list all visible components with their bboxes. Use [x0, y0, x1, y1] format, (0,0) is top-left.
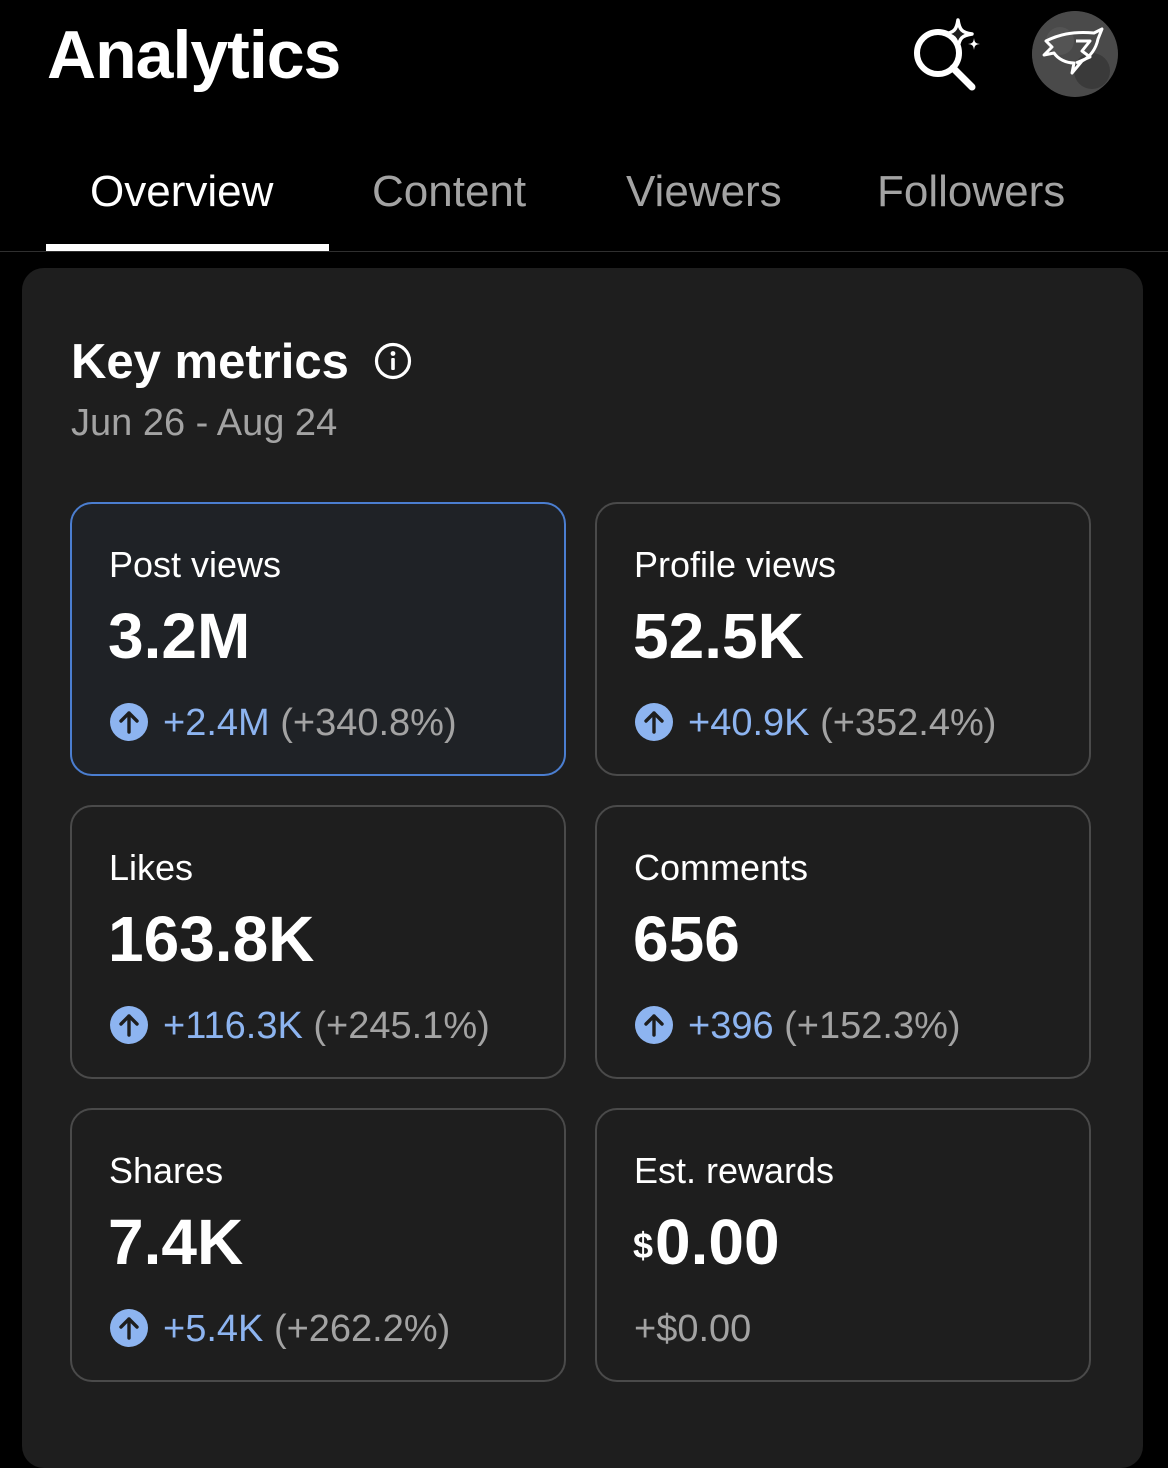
metric-comments[interactable]: Comments 656 +396 (+152.3%): [595, 805, 1091, 1079]
arrow-up-circle-icon: [110, 1005, 148, 1044]
metric-change-value: +40.9K: [688, 702, 810, 744]
metric-change-value: +2.4M: [163, 702, 270, 744]
metric-change-value: +$0.00: [634, 1308, 752, 1350]
metric-post-views[interactable]: Post views 3.2M +2.4M (+340.8%): [70, 502, 566, 776]
metric-value: 656: [633, 903, 740, 975]
arrow-up-circle-icon: [110, 1308, 148, 1347]
metric-profile-views[interactable]: Profile views 52.5K +40.9K (+352.4%): [595, 502, 1091, 776]
metric-label: Likes: [109, 847, 194, 888]
page-title: Analytics: [47, 17, 341, 93]
metric-change: +116.3K (+245.1%): [109, 1001, 490, 1051]
metric-change: +5.4K (+262.2%): [109, 1304, 450, 1354]
metric-label: Est. rewards: [634, 1150, 835, 1191]
ai-search-sparkle-icon: [914, 18, 980, 91]
metric-value: $0.00: [633, 1204, 780, 1284]
metric-change: +396 (+152.3%): [634, 1001, 961, 1051]
analytics-tabs: Overview Content Viewers Followers: [0, 140, 1168, 252]
metric-change-value: +396: [688, 1005, 774, 1047]
info-icon: [374, 342, 412, 380]
metric-change-percent: (+152.3%): [784, 1005, 961, 1047]
avatar-logo-image: [1032, 11, 1118, 97]
key-metrics-title: Key metrics: [71, 335, 349, 389]
metric-label: Shares: [109, 1150, 224, 1191]
currency-symbol: $: [633, 1225, 654, 1266]
info-button[interactable]: [373, 341, 413, 381]
metric-change-percent: (+352.4%): [820, 702, 997, 744]
metric-label: Post views: [109, 544, 282, 585]
metric-change-value: +5.4K: [163, 1308, 264, 1350]
metric-label: Profile views: [634, 544, 837, 585]
key-metrics-card: Key metrics Jun 26 - Aug 24 Post views 3…: [22, 268, 1143, 1468]
arrow-up-circle-icon: [635, 702, 673, 741]
tab-overview[interactable]: Overview: [90, 167, 274, 216]
metric-change-percent: (+245.1%): [313, 1005, 490, 1047]
metric-change: +40.9K (+352.4%): [634, 698, 996, 748]
date-range: Jun 26 - Aug 24: [71, 402, 338, 444]
active-tab-indicator: [46, 244, 329, 251]
metric-change: +2.4M (+340.8%): [109, 698, 457, 748]
metric-est-rewards[interactable]: Est. rewards $0.00 +$0.00: [595, 1108, 1091, 1382]
metric-value: 7.4K: [108, 1206, 244, 1278]
tab-followers[interactable]: Followers: [877, 167, 1066, 216]
arrow-up-circle-icon: [110, 702, 148, 741]
metric-change-percent: (+262.2%): [273, 1308, 451, 1350]
tab-content[interactable]: Content: [372, 167, 527, 216]
arrow-up-circle-icon: [635, 1005, 673, 1044]
metric-shares[interactable]: Shares 7.4K +5.4K (+262.2%): [70, 1108, 566, 1382]
metric-value-number: 0.00: [655, 1206, 780, 1278]
tab-viewers[interactable]: Viewers: [626, 167, 782, 216]
ai-search-button[interactable]: [908, 16, 984, 92]
profile-avatar[interactable]: [1032, 11, 1118, 97]
metric-value: 163.8K: [108, 903, 315, 975]
metric-change-value: +116.3K: [163, 1005, 303, 1047]
metric-change: +$0.00: [634, 1304, 751, 1354]
metric-label: Comments: [634, 847, 809, 888]
metric-value: 52.5K: [633, 600, 804, 672]
metric-value: 3.2M: [108, 600, 251, 672]
metric-change-percent: (+340.8%): [280, 702, 457, 744]
metric-likes[interactable]: Likes 163.8K +116.3K (+245.1%): [70, 805, 566, 1079]
app-header: Analytics: [0, 0, 1168, 120]
